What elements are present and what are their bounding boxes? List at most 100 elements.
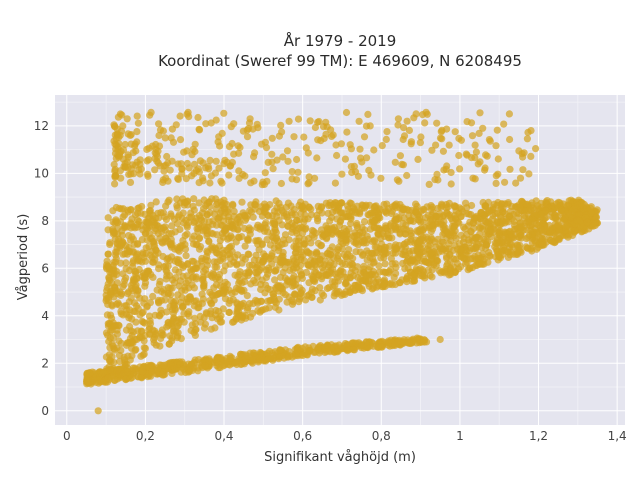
- data-point: [199, 227, 207, 235]
- data-point: [119, 146, 128, 154]
- data-point: [294, 168, 302, 176]
- data-point: [325, 202, 333, 210]
- data-point: [300, 133, 308, 141]
- data-point: [290, 133, 298, 141]
- data-point: [226, 162, 235, 170]
- data-point: [212, 205, 220, 213]
- data-point: [189, 202, 197, 210]
- data-point: [307, 205, 315, 213]
- data-point: [146, 330, 154, 338]
- data-point: [214, 290, 222, 299]
- data-point: [277, 179, 285, 188]
- data-point: [447, 180, 455, 188]
- data-point: [459, 254, 467, 262]
- data-point: [168, 157, 176, 165]
- data-point: [221, 209, 229, 217]
- data-point: [342, 108, 351, 117]
- data-point: [504, 200, 512, 208]
- y-tick-label: 12: [34, 119, 49, 133]
- data-point: [110, 229, 118, 237]
- data-point: [476, 260, 484, 268]
- data-point: [343, 128, 351, 136]
- data-point: [178, 165, 186, 173]
- data-point: [274, 282, 282, 290]
- data-point: [360, 236, 368, 244]
- data-point: [474, 251, 482, 259]
- data-point: [381, 224, 389, 232]
- data-point: [476, 109, 484, 117]
- data-point: [420, 206, 428, 214]
- data-point: [417, 133, 425, 141]
- data-point: [370, 146, 378, 154]
- data-point: [113, 300, 121, 308]
- data-point: [272, 266, 280, 274]
- data-point: [387, 336, 395, 344]
- data-point: [206, 156, 214, 164]
- data-point: [168, 125, 176, 133]
- data-point: [443, 253, 451, 261]
- data-point: [208, 195, 216, 203]
- data-point: [166, 272, 174, 280]
- data-point: [148, 142, 157, 150]
- data-point: [123, 339, 131, 347]
- data-point: [192, 297, 200, 305]
- data-point: [518, 150, 526, 158]
- data-point: [134, 305, 142, 313]
- data-point: [169, 138, 178, 146]
- data-point: [347, 145, 355, 153]
- data-point: [165, 360, 173, 368]
- data-point: [128, 331, 136, 340]
- data-point: [205, 238, 213, 246]
- data-point: [401, 240, 409, 248]
- data-point: [106, 334, 114, 342]
- data-point: [330, 292, 338, 300]
- data-point: [347, 163, 355, 171]
- data-point: [144, 172, 152, 180]
- data-point: [195, 168, 203, 176]
- data-point: [136, 156, 144, 164]
- data-point: [333, 205, 342, 213]
- data-point: [269, 228, 277, 236]
- data-point: [278, 352, 286, 360]
- data-point: [116, 218, 125, 226]
- data-point: [284, 199, 292, 207]
- data-point: [128, 373, 136, 381]
- data-point: [137, 352, 145, 360]
- data-point: [190, 232, 198, 240]
- data-point: [243, 133, 252, 141]
- data-point: [368, 249, 376, 257]
- data-point: [269, 355, 277, 363]
- data-point: [189, 145, 197, 153]
- data-point: [358, 277, 366, 285]
- data-point: [191, 314, 199, 322]
- data-point: [194, 304, 202, 312]
- data-point: [391, 158, 399, 166]
- data-point: [200, 324, 209, 332]
- data-point: [155, 299, 163, 307]
- data-point: [171, 266, 179, 274]
- data-point: [111, 346, 119, 354]
- data-point: [215, 164, 223, 172]
- data-point: [532, 145, 540, 153]
- data-point: [363, 343, 371, 351]
- data-point: [176, 136, 185, 144]
- data-point: [495, 228, 503, 236]
- data-point: [494, 256, 502, 264]
- data-point: [207, 325, 215, 333]
- data-point: [394, 115, 402, 123]
- data-point: [516, 203, 524, 211]
- data-point: [173, 364, 181, 372]
- data-point: [427, 256, 435, 264]
- data-point: [414, 155, 422, 163]
- data-point: [268, 150, 276, 158]
- data-point: [175, 282, 183, 290]
- data-point: [531, 237, 539, 245]
- data-point: [254, 307, 262, 315]
- data-point: [190, 195, 198, 203]
- data-point: [105, 296, 113, 304]
- data-point: [436, 134, 445, 142]
- data-point: [195, 235, 203, 243]
- data-point: [387, 255, 395, 263]
- data-point: [485, 136, 493, 144]
- data-point: [315, 117, 323, 126]
